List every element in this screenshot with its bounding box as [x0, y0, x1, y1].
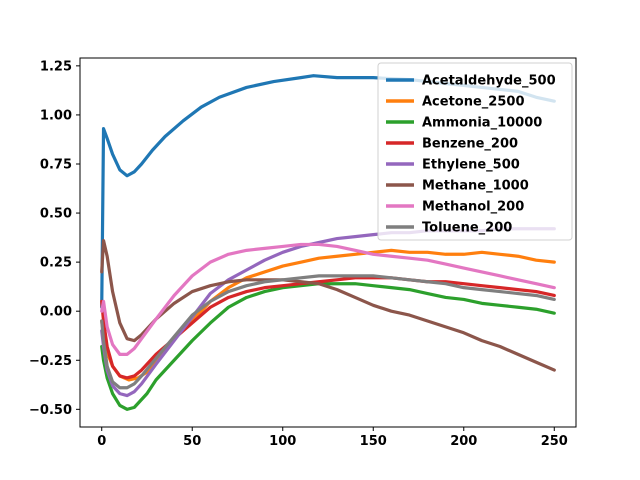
legend-label: Ammonia_10000	[422, 116, 542, 131]
legend-label: Acetone_2500	[422, 95, 524, 110]
series-line-6	[100, 242, 556, 356]
y-tick-label: −0.25	[29, 354, 72, 369]
series-line-3	[100, 276, 556, 380]
y-tick-label: 0.00	[40, 305, 72, 320]
series-layer	[100, 74, 556, 411]
y-tick-label: 0.75	[40, 157, 72, 172]
y-tick-label: −0.50	[29, 403, 72, 418]
x-tick-label: 250	[541, 434, 568, 449]
x-tick-label: 50	[183, 434, 201, 449]
y-tick-label: 0.50	[40, 207, 72, 222]
x-tick-label: 200	[450, 434, 477, 449]
x-tick-label: 150	[360, 434, 387, 449]
legend-label: Methane_1000	[422, 179, 529, 194]
legend: Acetaldehyde_500 Acetone_2500 Ammonia_1000…	[377, 62, 573, 241]
x-axis: 0 50 100 150 200 250	[97, 427, 568, 449]
legend-label: Toluene_200	[422, 221, 512, 236]
series-line-2	[100, 282, 556, 411]
y-tick-label: 1.00	[40, 108, 72, 123]
y-tick-label: 1.25	[40, 59, 72, 74]
series-line-7	[100, 274, 556, 390]
x-tick-label: 0	[97, 434, 106, 449]
x-tick-label: 100	[269, 434, 296, 449]
series-line-1	[100, 248, 556, 382]
legend-label: Acetaldehyde_500	[422, 74, 556, 89]
legend-label: Benzene_200	[422, 137, 518, 152]
legend-label: Ethylene_500	[422, 158, 520, 173]
y-axis: −0.50 −0.25 0.00 0.25 0.50 0.75 1.00 1.25	[29, 59, 80, 418]
legend-box	[377, 62, 573, 241]
legend-label: Methanol_200	[422, 200, 524, 215]
y-tick-label: 0.25	[40, 256, 72, 271]
axes-frame	[79, 57, 577, 428]
